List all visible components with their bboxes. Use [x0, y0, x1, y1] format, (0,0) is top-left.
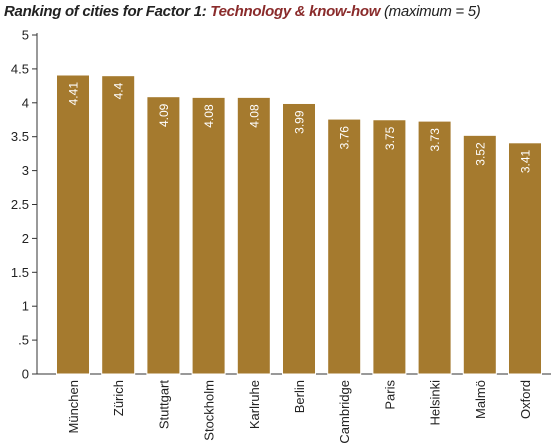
chart-title: Ranking of cities for Factor 1: Technolo…	[4, 3, 481, 21]
category-label: Stockholm	[202, 380, 217, 441]
category-label: Stuttgart	[156, 380, 171, 430]
data-label: 4.08	[247, 104, 261, 128]
category-label: Berlin	[292, 380, 307, 413]
category-label: Malmö	[473, 380, 488, 419]
y-tick-label: 0	[22, 367, 29, 382]
chart-subtitle: Technology & know-how	[210, 3, 381, 20]
y-tick-label: 3.5	[11, 129, 29, 144]
y-tick-label: 1.5	[11, 265, 29, 280]
bar	[191, 96, 226, 375]
data-label: 4.41	[67, 82, 81, 106]
y-tick-label: .5	[18, 333, 29, 348]
data-label: 4.08	[202, 104, 216, 128]
chart-title-text: Ranking of cities for Factor 1:	[4, 3, 207, 20]
y-tick-label: 2	[22, 231, 29, 246]
y-tick-label: 1	[22, 299, 29, 314]
data-label: 3.75	[383, 126, 397, 150]
bar	[146, 96, 181, 375]
bar	[282, 102, 316, 375]
bar	[101, 75, 136, 375]
y-tick-label: 3	[22, 163, 29, 178]
category-label: Oxford	[518, 380, 533, 419]
data-label: 3.52	[473, 142, 487, 166]
category-label: Helsinki	[428, 380, 443, 426]
y-tick-label: 4	[22, 95, 29, 110]
labels: 4.41 München 4.4 Zürich 4.09 Stuttgart 4.08 Sto…	[66, 82, 533, 443]
bar	[417, 120, 452, 375]
y-tick-label: 2.5	[11, 197, 29, 212]
category-label: Karlruhe	[247, 380, 262, 429]
bar	[236, 96, 271, 375]
data-label: 4.4	[112, 82, 126, 99]
chart-note: (maximum = 5)	[383, 3, 481, 20]
data-label: 4.09	[157, 103, 171, 127]
bar	[327, 118, 362, 375]
data-label: 3.73	[428, 128, 442, 152]
bar	[508, 142, 542, 375]
data-label: 3.76	[338, 126, 352, 150]
bar	[372, 119, 407, 375]
y-tick-label: 4.5	[11, 61, 29, 76]
category-label: Zürich	[111, 380, 126, 416]
data-label: 3.41	[519, 149, 533, 173]
bar	[462, 134, 497, 375]
category-label: München	[66, 380, 81, 433]
category-label: Cambridge	[337, 380, 352, 443]
data-label: 3.99	[293, 110, 307, 134]
bars	[56, 74, 542, 375]
category-label: Paris	[382, 380, 397, 410]
y-tick-label: 5	[22, 28, 29, 43]
bar	[56, 74, 90, 375]
